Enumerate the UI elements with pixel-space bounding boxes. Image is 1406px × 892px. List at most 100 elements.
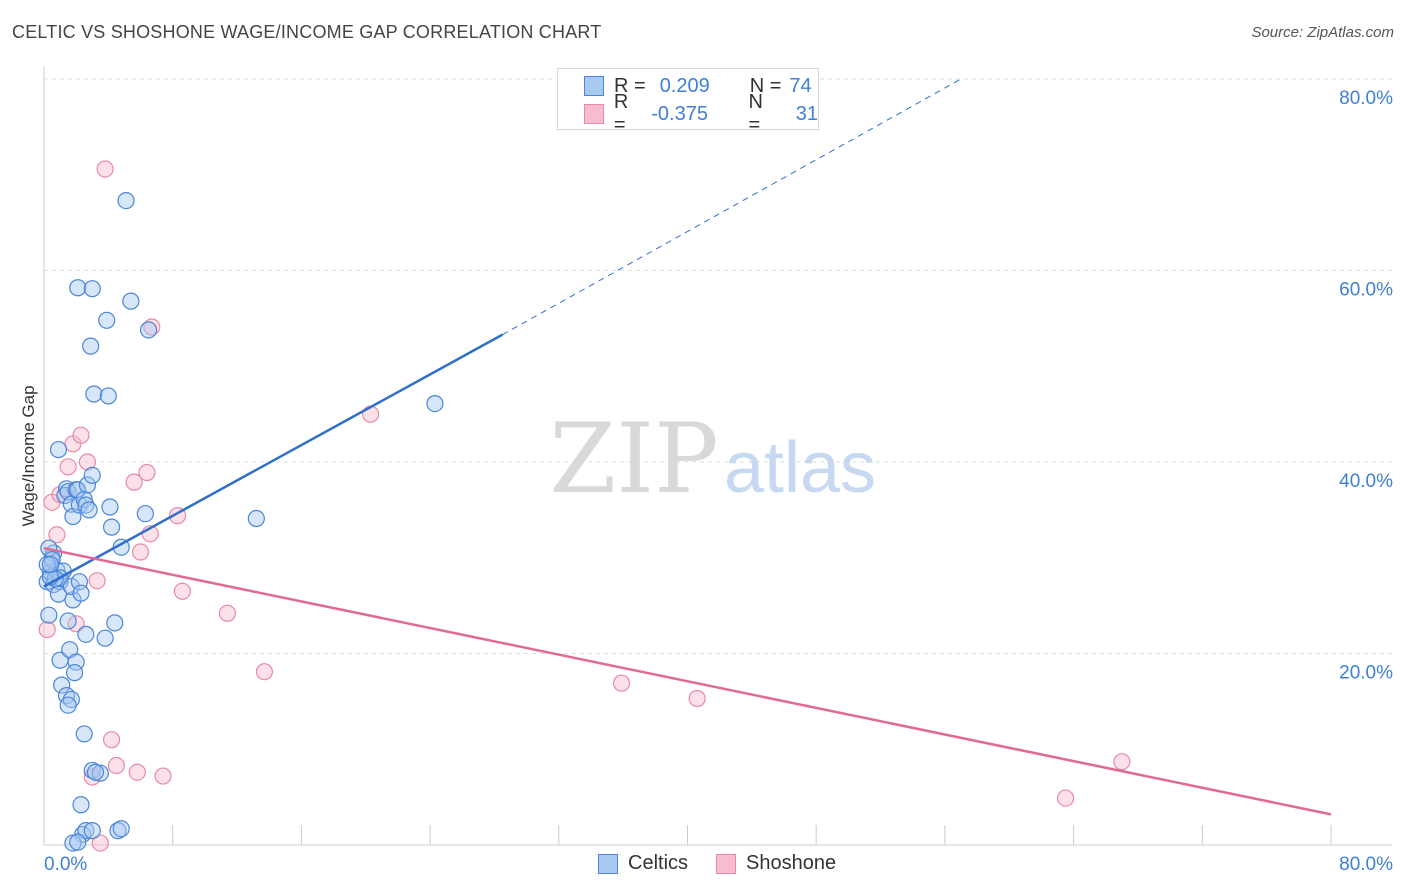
shoshone-point: [255, 663, 273, 681]
celtics-point: [136, 505, 154, 523]
celtics-points: [38, 192, 444, 852]
celtics-point: [117, 192, 135, 210]
legend-item-celtics[interactable]: Celtics: [598, 852, 688, 875]
celtics-point: [112, 820, 130, 838]
celtics-point: [69, 833, 87, 851]
legend-n-label: N =: [748, 91, 763, 136]
legend-n-value: 31: [795, 102, 819, 125]
shoshone-point: [688, 689, 706, 708]
chart-title: CELTIC VS SHOSHONE WAGE/INCOME GAP CORRE…: [12, 22, 602, 42]
legend-r-label: R =: [613, 91, 629, 136]
celtics-point: [80, 501, 98, 519]
shoshone-point: [173, 582, 191, 600]
shoshone-point: [83, 768, 101, 786]
shoshone-point: [102, 731, 121, 749]
stats-legend: R = 0.209 N = 74 R = -0.375 N = 31: [557, 68, 819, 136]
shoshone-point: [218, 604, 236, 622]
legend-n-value: 74: [789, 74, 812, 97]
y-tick-label: 80.0%: [1339, 88, 1393, 109]
shoshone-legend-label: Shoshone: [746, 852, 837, 874]
shoshone-point: [91, 834, 109, 852]
celtics-point: [78, 476, 97, 494]
axes: [43, 66, 1392, 846]
celtics-point: [67, 653, 85, 671]
legend-r-value: 0.209: [659, 74, 710, 97]
celtics-point: [75, 725, 93, 743]
legend-r-label: R =: [614, 74, 646, 97]
shoshone-points: [38, 160, 1131, 852]
legend-n-label: N =: [749, 74, 782, 97]
shoshone-point: [131, 543, 150, 561]
celtics-point: [40, 606, 58, 624]
celtics-point: [83, 822, 101, 840]
shoshone-point: [128, 763, 146, 781]
celtics-point: [139, 321, 158, 339]
legend-row-shoshone: R = -0.375 N = 31: [584, 91, 819, 136]
x-tick-label: 0.0%: [44, 854, 87, 875]
shoshone-point: [48, 526, 66, 544]
grid-lines: [44, 78, 1392, 654]
celtics-point: [247, 509, 265, 528]
watermark: ZIP atlas: [549, 403, 876, 515]
celtics-point: [106, 614, 124, 632]
shoshone-point: [143, 318, 161, 336]
shoshone-point: [612, 674, 631, 692]
watermark-atlas: atlas: [724, 428, 876, 508]
celtics-point: [69, 279, 87, 297]
celtics-point: [72, 584, 90, 602]
celtics-point: [122, 292, 140, 310]
source-label: Source: ZipAtlas.com: [1251, 24, 1394, 41]
celtics-point: [62, 577, 80, 596]
celtics-point: [59, 696, 77, 714]
shoshone-point: [1056, 789, 1075, 807]
celtics-point: [98, 311, 116, 329]
celtics-trend-line: [43, 333, 504, 588]
celtics-point: [83, 466, 101, 485]
y-axis-title: Wage/Income Gap: [19, 385, 38, 526]
celtics-legend-swatch: [598, 853, 618, 874]
legend-row-celtics: R = 0.209 N = 74: [584, 73, 812, 99]
y-tick-label: 40.0%: [1339, 471, 1393, 492]
celtics-point: [41, 555, 60, 574]
celtics-point: [96, 629, 114, 647]
y-tick-label: 20.0%: [1339, 663, 1393, 684]
x-tick-label: 80.0%: [1339, 854, 1393, 875]
celtics-point: [86, 763, 105, 781]
shoshone-point: [72, 426, 90, 444]
celtics-point: [77, 625, 95, 643]
celtics-point: [102, 518, 121, 536]
trend-lines: [43, 78, 1332, 816]
shoshone-point: [138, 463, 156, 482]
series-legend: Celtics Shoshone: [598, 852, 864, 875]
celtics-swatch: [584, 76, 604, 96]
celtics-point: [82, 337, 100, 355]
celtics-point: [426, 394, 444, 413]
y-tick-label: 60.0%: [1339, 280, 1393, 301]
shoshone-trend-line: [43, 546, 1332, 816]
celtics-point: [53, 676, 71, 694]
shoshone-point: [38, 620, 56, 639]
shoshone-point: [154, 767, 172, 785]
celtics-point: [83, 280, 101, 298]
celtics-legend-label: Celtics: [628, 852, 689, 874]
shoshone-point: [107, 756, 125, 775]
legend-item-shoshone[interactable]: Shoshone: [716, 852, 836, 875]
legend-r-value: -0.375: [651, 102, 708, 125]
shoshone-point: [96, 160, 114, 178]
shoshone-point: [1113, 753, 1131, 771]
celtics-point: [99, 387, 117, 405]
shoshone-swatch: [584, 104, 604, 124]
celtics-point: [49, 440, 68, 459]
celtics-point: [65, 664, 84, 682]
celtics-point: [72, 796, 90, 814]
celtics-point: [101, 498, 119, 516]
shoshone-point: [59, 458, 77, 476]
celtics-point: [77, 496, 95, 514]
celtics-point: [85, 385, 103, 403]
shoshone-point: [88, 572, 106, 590]
shoshone-legend-swatch: [716, 853, 737, 874]
celtics-point: [59, 612, 77, 630]
shoshone-point: [125, 473, 143, 491]
shoshone-point: [78, 453, 97, 471]
